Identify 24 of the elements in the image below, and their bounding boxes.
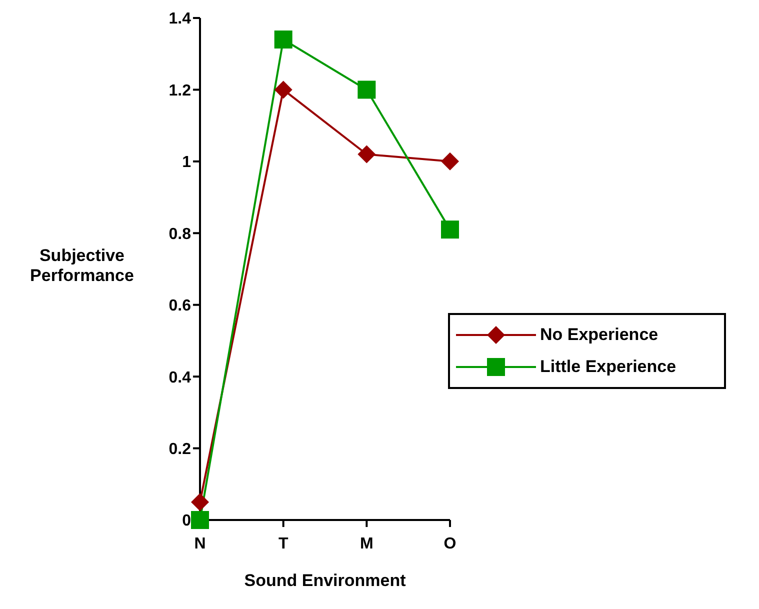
y-tick-label: 0 xyxy=(182,512,192,530)
y-axis-title: Subjective Performance xyxy=(29,246,135,286)
y-tick-label: 0.4 xyxy=(168,369,192,386)
y-tick-label: 0.2 xyxy=(168,440,192,458)
point xyxy=(274,30,292,49)
x-tick-label: O xyxy=(444,535,456,552)
x-tick-label: M xyxy=(360,535,374,552)
y-tick-label: 1.4 xyxy=(168,10,192,28)
x-axis-title: Sound Environment xyxy=(244,571,406,590)
y-tick-label: 0.6 xyxy=(168,298,192,315)
x-tick-label: N xyxy=(194,535,206,552)
point xyxy=(358,80,376,99)
y-tick-label: 1.2 xyxy=(168,82,192,100)
y-tick-label: 0.8 xyxy=(168,226,192,243)
point xyxy=(274,80,292,99)
point xyxy=(441,152,459,170)
point xyxy=(358,145,376,164)
point xyxy=(191,493,209,512)
legend-label: Little Experience xyxy=(540,357,676,377)
x-tick-label: T xyxy=(278,535,288,552)
y-tick-label: 1 xyxy=(182,154,192,172)
point xyxy=(441,220,459,239)
legend-label: No Experience xyxy=(540,325,658,345)
point xyxy=(191,511,209,529)
